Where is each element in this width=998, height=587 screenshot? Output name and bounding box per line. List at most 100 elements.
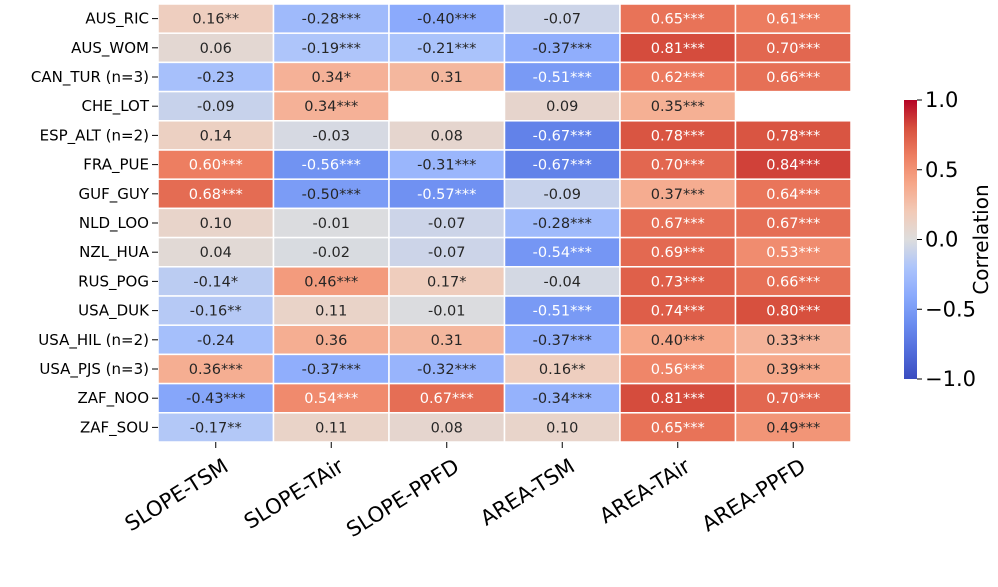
cell-annotation: 0.69***: [651, 245, 705, 261]
column-label: AREA-TAir: [595, 454, 694, 528]
heatmap-cell: [503, 32, 621, 64]
heatmap-cell: [503, 90, 621, 122]
cell-annotation: 0.66***: [766, 70, 820, 86]
heatmap-cell: [272, 353, 390, 385]
heatmap-cell: [272, 61, 390, 93]
cell-annotation: 0.33***: [766, 333, 820, 349]
cell-annotation: -0.28***: [533, 216, 592, 232]
row-label: GUF_GUY: [79, 185, 150, 204]
row-label: USA_HIL (n=2): [38, 331, 149, 350]
heatmap-cell: [272, 32, 390, 64]
heatmap-cell: [503, 324, 621, 356]
heatmap-cell: [619, 120, 737, 151]
heatmap-cell: [734, 61, 852, 93]
cell-annotation: 0.08: [431, 128, 463, 144]
heatmap-cell: [272, 178, 390, 210]
colorbar-ticks: 1.0 0.5 0.0 −0.5 −1.0: [917, 88, 976, 391]
cell-annotation: 0.54***: [304, 391, 358, 407]
column-label: SLOPE-TAir: [240, 454, 348, 534]
column-label: AREA-PPFD: [698, 454, 810, 537]
cell-annotation: 0.61***: [766, 12, 820, 28]
heatmap-cell: [619, 412, 737, 443]
cell-annotation: -0.37***: [302, 362, 361, 378]
cell-annotation: -0.37***: [533, 333, 592, 349]
cell-annotation: -0.23: [197, 70, 235, 86]
cell-annotation: -0.34***: [533, 391, 592, 407]
cell-annotation: 0.39***: [766, 362, 820, 378]
heatmap-cell: [157, 90, 275, 122]
cell-annotation: -0.28***: [302, 12, 361, 28]
heatmap-cell: [157, 149, 275, 180]
cell-annotation: 0.40***: [651, 333, 705, 349]
heatmap-cell: [272, 207, 390, 239]
cell-annotation: 0.31: [431, 70, 463, 86]
cell-annotation: -0.67***: [533, 158, 592, 174]
cell-annotation: 0.73***: [651, 274, 705, 290]
heatmap-cell: [503, 353, 621, 385]
cell-annotation: 0.34***: [304, 99, 358, 115]
cell-annotation: 0.11: [315, 304, 347, 320]
row-label: NLD_LOO: [79, 214, 149, 233]
cell-annotation: -0.07: [543, 12, 581, 28]
row-label: USA_DUK: [78, 302, 150, 321]
cell-annotation: 0.65***: [651, 420, 705, 436]
cell-annotation: 0.70***: [766, 391, 820, 407]
cell-annotation: 0.10: [546, 420, 578, 436]
row-label: CAN_TUR (n=3): [31, 68, 149, 87]
cell-annotation: 0.68***: [189, 187, 243, 203]
heatmap-cell: [388, 412, 506, 443]
row-label: ZAF_SOU: [80, 418, 149, 437]
cell-annotation: -0.31***: [417, 158, 476, 174]
cell-annotation: 0.14: [200, 128, 232, 144]
cell-annotation: -0.37***: [533, 41, 592, 57]
heatmap-cell: [272, 3, 390, 34]
cell-annotation: 0.60***: [189, 158, 243, 174]
column-label: SLOPE-PPFD: [342, 454, 463, 542]
heatmap-cell: [734, 295, 852, 326]
heatmap-cell: [734, 382, 852, 414]
heatmap-cell: [734, 324, 852, 356]
cell-annotation: 0.81***: [651, 391, 705, 407]
row-label: CHE_LOT: [81, 97, 149, 116]
cell-annotation: -0.09: [197, 99, 235, 115]
heatmap-cell: [734, 353, 852, 385]
cell-annotation: 0.09: [546, 99, 578, 115]
cell-annotation: -0.02: [312, 245, 350, 261]
cell-annotation: -0.14*: [193, 274, 238, 290]
cell-annotation: 0.74***: [651, 304, 705, 320]
cell-annotation: 0.04: [200, 245, 232, 261]
heatmap-cell: [388, 295, 506, 326]
cell-annotation: 0.08: [431, 420, 463, 436]
cell-annotation: 0.80***: [766, 304, 820, 320]
heatmap-cell: [157, 295, 275, 326]
row-label: AUS_WOM: [71, 39, 149, 58]
cell-annotation: 0.64***: [766, 187, 820, 203]
cell-annotation: 0.78***: [651, 128, 705, 144]
colorbar-tick-label: 1.0: [925, 88, 958, 112]
cell-annotation: 0.49***: [766, 420, 820, 436]
heatmap-cell: [272, 382, 390, 414]
cell-annotation: -0.57***: [417, 187, 476, 203]
colorbar-tick-label: 0.5: [925, 158, 958, 182]
heatmap-cell: [388, 353, 506, 385]
heatmap-cell: [619, 90, 737, 122]
cell-annotation: -0.43***: [186, 391, 245, 407]
heatmap-cell: [388, 382, 506, 414]
cell-annotation: 0.67***: [420, 391, 474, 407]
heatmap-cell: [734, 207, 852, 239]
colorbar-title: Correlation: [969, 184, 993, 294]
cell-annotation: 0.70***: [651, 158, 705, 174]
heatmap-cell: [388, 178, 506, 210]
cell-annotation: 0.62***: [651, 70, 705, 86]
row-label: ESP_ALT (n=2): [40, 126, 149, 145]
colorbar: 1.0 0.5 0.0 −0.5 −1.0 Correlation: [904, 88, 993, 391]
cell-annotation: 0.17*: [427, 274, 467, 290]
heatmap-cell: [503, 266, 621, 297]
cell-annotation: -0.07: [428, 216, 466, 232]
row-label: ZAF_NOO: [78, 389, 150, 408]
cell-annotation: -0.17**: [190, 420, 242, 436]
cell-annotation: 0.16**: [539, 362, 586, 378]
heatmap-cell: [388, 149, 506, 180]
cell-annotation: 0.36: [315, 333, 347, 349]
cell-annotation: -0.50***: [302, 187, 361, 203]
